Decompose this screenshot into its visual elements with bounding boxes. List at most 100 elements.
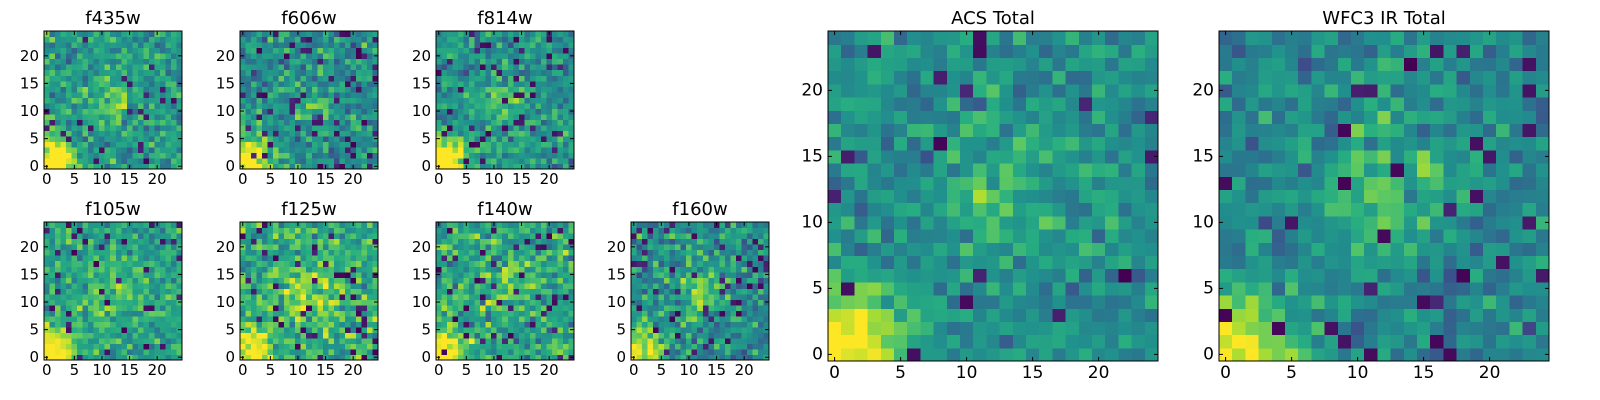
heatmap-cell bbox=[485, 146, 492, 154]
heatmap-cell bbox=[132, 42, 139, 49]
heatmap-cell bbox=[452, 249, 459, 256]
heatmap-cell bbox=[93, 233, 100, 240]
heatmap-cell bbox=[1105, 176, 1119, 190]
heatmap-cell bbox=[1078, 308, 1093, 322]
y-tick-label: 0 bbox=[225, 157, 235, 175]
heatmap-cell bbox=[752, 277, 759, 284]
heatmap-cell bbox=[77, 130, 84, 137]
heatmap-cell bbox=[441, 42, 448, 49]
heatmap-cell bbox=[115, 315, 122, 322]
heatmap-cell bbox=[289, 249, 296, 256]
heatmap-cell bbox=[436, 42, 443, 49]
heatmap-cell bbox=[680, 337, 687, 345]
heatmap-cell bbox=[110, 42, 117, 49]
heatmap-cell bbox=[907, 268, 921, 283]
heatmap-cell bbox=[631, 321, 638, 328]
x-tick-label: 0 bbox=[629, 361, 639, 379]
heatmap-cell bbox=[441, 271, 448, 278]
heatmap-cell bbox=[66, 293, 73, 300]
heatmap-cell bbox=[251, 157, 258, 165]
heatmap-cell bbox=[653, 244, 660, 251]
heatmap-cell bbox=[49, 75, 56, 82]
heatmap-cell bbox=[55, 108, 62, 115]
heatmap-cell bbox=[524, 36, 531, 43]
heatmap-cell bbox=[436, 260, 443, 267]
heatmap-cell bbox=[458, 47, 465, 54]
heatmap-cell bbox=[502, 124, 509, 131]
heatmap-cell bbox=[691, 282, 698, 289]
heatmap-cell bbox=[49, 337, 56, 345]
heatmap-cell bbox=[339, 119, 346, 126]
heatmap-cell bbox=[333, 91, 340, 98]
heatmap-cell bbox=[986, 189, 1001, 204]
heatmap-cell bbox=[496, 113, 503, 120]
heatmap-cell bbox=[680, 244, 687, 251]
heatmap-cell bbox=[300, 293, 307, 300]
heatmap-cell bbox=[240, 130, 247, 137]
heatmap-cell bbox=[960, 189, 974, 204]
heatmap-cell bbox=[675, 310, 682, 317]
heatmap-cell bbox=[251, 152, 258, 159]
heatmap-cell bbox=[245, 332, 252, 339]
heatmap-cell bbox=[339, 266, 346, 273]
heatmap-cell bbox=[735, 288, 742, 295]
heatmap-cell bbox=[267, 299, 274, 306]
heatmap-cell bbox=[115, 277, 122, 284]
heatmap-cell bbox=[93, 227, 100, 234]
heatmap-cell bbox=[71, 157, 78, 165]
heatmap-cell bbox=[278, 130, 285, 137]
heatmap-cell bbox=[328, 304, 335, 311]
heatmap-cell bbox=[474, 58, 481, 65]
heatmap-cell bbox=[653, 343, 660, 350]
heatmap-cell bbox=[507, 238, 514, 245]
heatmap-cell bbox=[132, 354, 139, 361]
heatmap-cell bbox=[469, 31, 476, 38]
heatmap-cell bbox=[88, 255, 95, 262]
heatmap-cell bbox=[463, 315, 470, 322]
heatmap-cell bbox=[1092, 176, 1106, 190]
heatmap-cell bbox=[251, 337, 258, 345]
heatmap-cell bbox=[1078, 321, 1093, 336]
heatmap-cell bbox=[143, 97, 150, 104]
heatmap-cell bbox=[170, 315, 178, 322]
heatmap-cell bbox=[311, 222, 318, 229]
heatmap-cell bbox=[306, 293, 313, 300]
heatmap-cell bbox=[262, 86, 269, 93]
heatmap-cell bbox=[339, 152, 346, 159]
heatmap-cell bbox=[458, 146, 465, 154]
heatmap-cell bbox=[946, 202, 961, 217]
heatmap-cell bbox=[680, 310, 687, 317]
heatmap-cell bbox=[328, 31, 335, 38]
heatmap-cell bbox=[463, 249, 470, 256]
heatmap-cell bbox=[719, 249, 726, 256]
heatmap-cell bbox=[469, 354, 476, 361]
heatmap-cell bbox=[452, 69, 459, 76]
heatmap-cell bbox=[60, 332, 67, 339]
heatmap-cell bbox=[71, 326, 78, 333]
heatmap-cell bbox=[121, 157, 128, 165]
heatmap-cell bbox=[256, 277, 263, 284]
heatmap-cell bbox=[289, 113, 296, 120]
heatmap-cell bbox=[828, 255, 842, 270]
heatmap-cell bbox=[730, 244, 737, 251]
heatmap-cell bbox=[463, 326, 470, 333]
heatmap-cell bbox=[513, 163, 520, 170]
heatmap-cell bbox=[513, 249, 520, 256]
heatmap-cell bbox=[502, 260, 509, 267]
heatmap-cell bbox=[557, 69, 564, 76]
heatmap-cell bbox=[757, 315, 765, 322]
heatmap-cell bbox=[267, 146, 274, 154]
heatmap-cell bbox=[104, 260, 111, 267]
heatmap-cell bbox=[66, 75, 73, 82]
heatmap-cell bbox=[441, 75, 448, 82]
heatmap-cell bbox=[636, 321, 643, 328]
heatmap-cell bbox=[55, 42, 62, 49]
heatmap-cell bbox=[568, 124, 575, 131]
heatmap-cell bbox=[99, 244, 106, 251]
heatmap-cell bbox=[311, 31, 318, 38]
heatmap-cell bbox=[469, 277, 476, 284]
heatmap-cell bbox=[496, 315, 503, 322]
heatmap-cell bbox=[306, 354, 313, 361]
heatmap-cell bbox=[642, 354, 649, 361]
heatmap-cell bbox=[1052, 268, 1067, 283]
